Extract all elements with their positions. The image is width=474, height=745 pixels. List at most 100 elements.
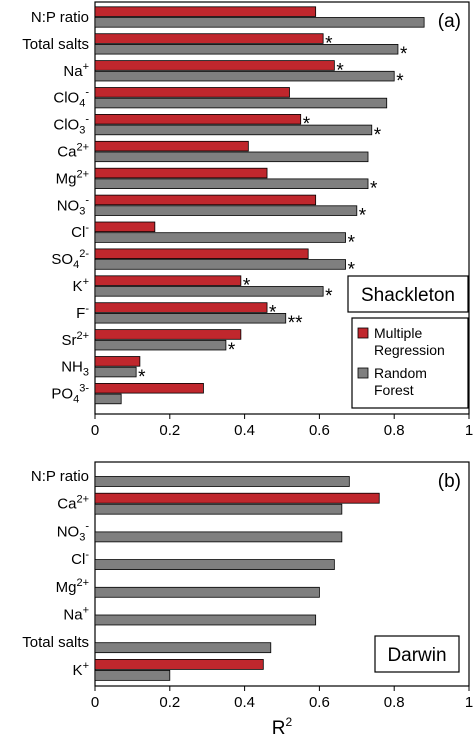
panel-b-x-tick-label: 0.6: [309, 694, 330, 711]
panel-a-significance-mark: *: [243, 276, 251, 297]
panel-b-bar-random-forest: [94, 586, 320, 598]
panel-a-significance-mark: *: [348, 232, 356, 253]
panel-a-significance-mark: *: [228, 340, 236, 361]
panel-b-category-label: Cl-: [71, 549, 89, 568]
panel-a-bar-multiple-regression: [94, 140, 249, 152]
panel-a-bar-random-forest: [94, 151, 369, 163]
panel-b-category-label: Mg2+: [56, 577, 89, 596]
panel-b-bar-multiple-regression: [94, 492, 380, 504]
panel-b-x-tick-label: 0: [91, 694, 99, 711]
panel-a-category-label: N:P ratio: [31, 9, 89, 26]
panel-b-plot-frame: [94, 461, 470, 687]
panel-a-category-label: SO42-: [51, 248, 89, 271]
panel-b-bar-random-forest: [94, 476, 350, 487]
panel-a-bar-random-forest: [94, 259, 346, 270]
panel-b-darwin: 0 0.2 0.4 0.6 0.8 1 N:P ratio Ca2+ NO3- Cl- Mg2+ Na…: [22, 461, 473, 739]
panel-a-category-label: ClO4-: [53, 87, 89, 110]
panel-a-category-label: F-: [76, 303, 89, 322]
panel-a-category-label: PO43-: [51, 383, 89, 406]
panel-a-bar-random-forest: [94, 124, 373, 136]
panel-a-significance-mark: *: [138, 367, 146, 388]
panel-a-panel-label: (a): [438, 11, 461, 32]
panel-b-category-label: N:P ratio: [31, 468, 89, 485]
panel-b-bar-random-forest: [94, 531, 343, 543]
panel-a-bar-multiple-regression: [94, 383, 204, 394]
panel-a-bar-random-forest: [94, 339, 227, 351]
panel-a-significance-mark: **: [288, 313, 303, 334]
panel-a-bar-multiple-regression: [94, 114, 302, 125]
panel-a-x-tick-label: 0.6: [309, 422, 330, 439]
panel-a-category-label: Mg2+: [56, 168, 89, 187]
panel-b-x-tick-label: 0.4: [234, 694, 255, 711]
panel-a-bar-multiple-regression: [94, 248, 309, 260]
panel-a-bar-random-forest: [94, 70, 395, 82]
panel-a-bar-multiple-regression: [94, 302, 268, 313]
panel-a-bar-multiple-regression: [94, 329, 242, 340]
panel-a-category-label: K+: [73, 276, 89, 295]
panel-a-x-tick-label: 0.8: [384, 422, 405, 439]
panel-b-panel-label: (b): [438, 471, 461, 492]
panel-a-bar-multiple-regression: [94, 275, 242, 286]
legend-item-multiple-regression-swatch: [357, 327, 369, 339]
panel-a-category-label: NH3: [61, 359, 89, 379]
panel-a-bar-random-forest: [94, 44, 399, 55]
panel-b-category-label: Na+: [63, 605, 89, 624]
panel-a-bar-random-forest: [94, 286, 324, 297]
panel-a-bar-multiple-regression: [94, 87, 290, 98]
panel-a-significance-mark: *: [396, 71, 404, 92]
panel-b-category-label: NO3-: [57, 520, 90, 543]
panel-b-category-label: Total salts: [22, 634, 89, 651]
panel-a-category-label: Total salts: [22, 36, 89, 53]
legend-item-multiple-regression-text: Multiple: [374, 325, 422, 341]
panel-b-x-tick-label: 1: [465, 694, 473, 711]
panel-b-bar-multiple-regression: [94, 659, 264, 670]
panel-b-bar-random-forest: [94, 503, 343, 515]
panel-b-x-axis-label: R2: [272, 715, 293, 739]
panel-a-bar-random-forest: [94, 17, 425, 28]
panel-b-x-tick-label: 0.8: [384, 694, 405, 711]
panel-a-bar-multiple-regression: [94, 60, 335, 71]
legend-item-random-forest-text: Forest: [374, 382, 414, 398]
panel-a-category-label: Cl-: [71, 222, 89, 241]
panel-b-category-label: Ca2+: [57, 494, 89, 513]
panel-a-site-box: [347, 275, 469, 313]
panel-a-significance-mark: *: [325, 33, 333, 54]
panel-a-bar-random-forest: [94, 393, 122, 405]
panel-a-bar-random-forest: [94, 205, 358, 216]
panel-a-bar-random-forest: [94, 232, 346, 243]
panel-b-x-tick-label: 0.2: [159, 694, 180, 711]
panel-a-x-tick-label: 1: [465, 422, 473, 439]
panel-a-bar-multiple-regression: [94, 356, 141, 367]
panel-b-site-name: Darwin: [387, 645, 446, 666]
panel-a-bar-multiple-regression: [94, 167, 268, 179]
legend-item-random-forest-text: Random: [374, 365, 427, 381]
legend-box: [351, 317, 469, 409]
legend-item-random-forest-swatch: [357, 367, 369, 379]
panel-a-bar-multiple-regression: [94, 33, 324, 44]
panel-a-significance-mark: *: [359, 205, 367, 226]
panel-b-bar-random-forest: [94, 670, 171, 681]
panel-a-category-label: Na+: [63, 61, 89, 80]
panel-a-category-label: ClO3-: [53, 114, 89, 137]
panel-a-bar-random-forest: [94, 312, 287, 324]
panel-a-bar-random-forest: [94, 366, 137, 378]
panel-a-significance-mark: *: [348, 259, 356, 280]
panel-a-site-name: Shackleton: [361, 285, 455, 306]
panel-a-x-tick-label: 0.2: [159, 422, 180, 439]
panel-a-x-tick-label: 0.4: [234, 422, 255, 439]
panel-a-x-tick-label: 0: [91, 422, 99, 439]
panel-a-bar-multiple-regression: [94, 221, 156, 233]
legend-item-multiple-regression-text: Regression: [374, 342, 445, 358]
panel-a-category-label: NO3-: [57, 194, 90, 217]
panel-a-category-label: Sr2+: [61, 330, 89, 349]
panel-a-bar-multiple-regression: [94, 194, 317, 206]
panel-a-bar-random-forest: [94, 178, 369, 189]
panel-a-significance-mark: *: [400, 44, 408, 65]
panel-a-category-label: Ca2+: [57, 142, 89, 161]
panel-a-significance-mark: *: [374, 125, 382, 146]
panel-a-significance-mark: *: [269, 302, 277, 323]
panel-b-site-box: [374, 635, 460, 673]
panel-b-bar-random-forest: [94, 614, 317, 626]
